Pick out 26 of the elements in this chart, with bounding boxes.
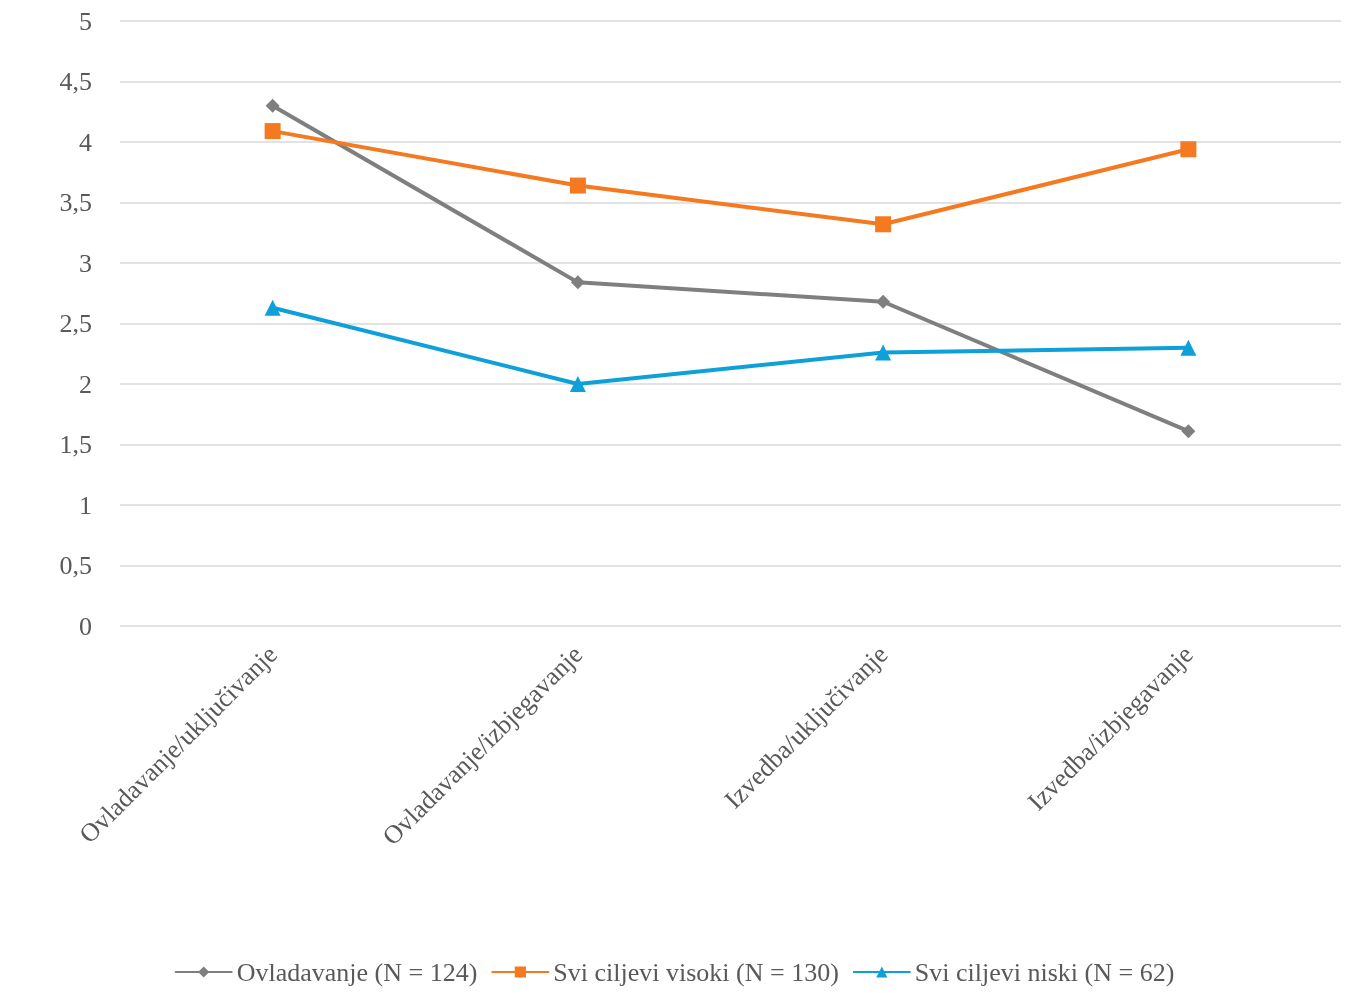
y-tick-label: 1 — [79, 490, 92, 520]
y-tick-label: 3,5 — [59, 188, 92, 217]
point — [1181, 424, 1196, 439]
legend-label: Svi ciljevi visoki (N = 130) — [553, 957, 839, 987]
y-tick-label: 4,5 — [59, 67, 92, 96]
y-tick-label: 0,5 — [59, 551, 92, 580]
y-tick-label: 1,5 — [59, 430, 92, 459]
legend-label: Svi ciljevi niski (N = 62) — [914, 957, 1175, 987]
point — [1180, 141, 1197, 158]
point — [569, 177, 586, 194]
point — [264, 299, 281, 316]
y-tick-label: 2 — [79, 369, 92, 399]
point — [570, 275, 585, 290]
point — [875, 216, 892, 233]
point — [569, 376, 586, 392]
point — [1180, 339, 1197, 356]
y-tick-label: 0 — [79, 611, 92, 641]
y-tick-label: 3 — [79, 248, 92, 278]
point — [875, 344, 892, 361]
point — [876, 294, 891, 309]
point — [265, 98, 280, 113]
y-tick-label: 4 — [79, 127, 92, 157]
legend-label: Ovladavanje (N = 124) — [236, 957, 478, 987]
point — [264, 123, 281, 140]
y-tick-label: 2,5 — [59, 309, 92, 338]
y-tick-label: 5 — [79, 6, 92, 36]
